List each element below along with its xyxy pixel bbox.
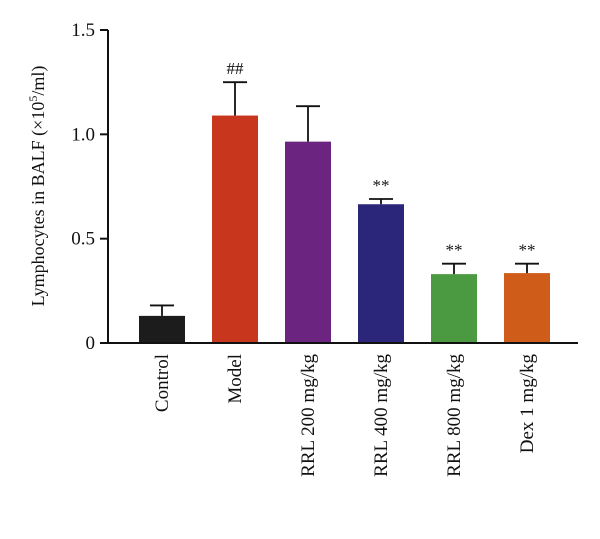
y-axis-label: Lymphocytes in BALF (×105/ml)	[26, 66, 49, 307]
y-tick-label: 1.5	[71, 20, 95, 41]
error-bar	[150, 304, 174, 316]
x-tick-labels: Control Model RRL 200 mg/kg RRL 400 mg/kg RR…	[152, 354, 538, 477]
significance-layer: ## ** ** **	[227, 59, 536, 260]
significance-marker: **	[446, 241, 463, 260]
bars-layer	[139, 115, 550, 343]
bar	[431, 274, 477, 343]
error-bar	[296, 105, 320, 142]
error-bars-layer	[150, 81, 539, 316]
x-tick-label: Control	[152, 354, 173, 412]
y-tick-label: 1.0	[71, 124, 95, 145]
x-tick-label: RRL 400 mg/kg	[371, 354, 392, 477]
y-tick-label: 0	[86, 333, 96, 354]
x-tick-label: RRL 800 mg/kg	[444, 354, 465, 477]
x-tick-label: Dex 1 mg/kg	[517, 354, 538, 454]
bar	[504, 273, 550, 343]
significance-marker: **	[373, 176, 390, 195]
error-bar	[442, 262, 466, 275]
bar	[212, 115, 258, 343]
y-axis-label-superscript: 5	[26, 96, 40, 102]
x-tick-label: Model	[225, 354, 246, 404]
error-bar	[223, 81, 247, 116]
axes	[107, 30, 578, 344]
bar	[139, 315, 185, 343]
error-bar	[515, 262, 539, 274]
significance-marker: **	[519, 241, 536, 260]
y-tick-label: 0.5	[71, 229, 95, 250]
significance-marker: ##	[227, 59, 245, 78]
bar	[285, 141, 331, 343]
error-bar	[369, 198, 393, 205]
bar	[358, 204, 404, 343]
y-ticks: 0 0.5 1.0 1.5	[71, 20, 108, 354]
x-tick-label: RRL 200 mg/kg	[298, 354, 319, 477]
